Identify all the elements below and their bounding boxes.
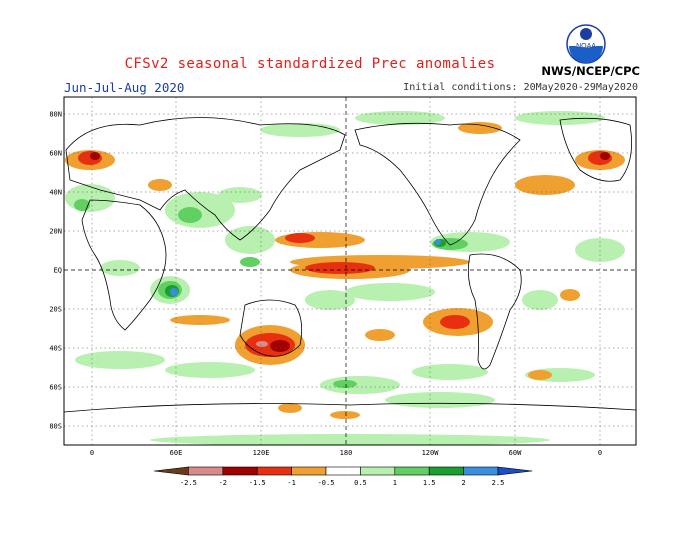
lat-label: 20N — [49, 228, 62, 236]
map-title: CFSv2 seasonal standardized Prec anomali… — [124, 56, 496, 72]
colorbar-swatch — [256, 466, 292, 476]
lon-label: 180 — [340, 449, 353, 457]
anomaly-field — [64, 97, 636, 445]
colorbar-swatch — [153, 466, 189, 476]
colorbar-swatch — [497, 466, 533, 476]
colorbar: -2.5 -2 -1.5 -1 -0.5 0.5 1 1.5 2 2.5 — [153, 466, 533, 487]
noaa-logo: NOAA — [566, 24, 606, 64]
initial-conditions-label: Initial conditions: 20May2020-29May2020 — [403, 82, 638, 93]
lat-label: 60N — [49, 150, 62, 158]
season-label: Jun-Jul-Aug 2020 — [64, 80, 185, 95]
colorbar-label: -2 — [219, 479, 227, 487]
colorbar-label: -1 — [287, 479, 295, 487]
colorbar-label: 1 — [393, 479, 397, 487]
colorbar-label: 2.5 — [492, 479, 505, 487]
lon-label: 60E — [170, 449, 183, 457]
colorbar-swatch — [325, 466, 361, 476]
lat-label: 40S — [49, 345, 62, 353]
lon-label: 120W — [422, 449, 440, 457]
colorbar-label: 2 — [461, 479, 465, 487]
colorbar-label: 0.5 — [354, 479, 367, 487]
map-frame — [63, 96, 637, 446]
colorbar-swatch — [291, 466, 327, 476]
agency-label: NWS/NCEP/CPC — [541, 64, 640, 78]
lat-label: 80N — [49, 111, 62, 119]
colorbar-swatch — [188, 466, 224, 476]
noaa-logo-text: NOAA — [576, 43, 596, 50]
colorbar-label: -0.5 — [318, 479, 335, 487]
lon-label: 0 — [90, 449, 94, 457]
colorbar-swatch — [360, 466, 396, 476]
lat-label: 40N — [49, 189, 62, 197]
lat-label: EQ — [54, 267, 62, 275]
colorbar-swatch — [394, 466, 430, 476]
lon-label: 120E — [253, 449, 270, 457]
colorbar-swatch — [428, 466, 464, 476]
colorbar-swatch — [463, 466, 499, 476]
lat-label: 20S — [49, 306, 62, 314]
lat-label: 60S — [49, 384, 62, 392]
colorbar-swatch — [222, 466, 258, 476]
colorbar-label: -2.5 — [180, 479, 197, 487]
lon-label: 0 — [598, 449, 602, 457]
lon-axis: 0 60E 120E 180 120W 60W 0 — [90, 449, 602, 457]
colorbar-label: -1.5 — [249, 479, 266, 487]
lon-label: 60W — [509, 449, 522, 457]
colorbar-label: 1.5 — [423, 479, 436, 487]
lat-label: 80S — [49, 423, 62, 431]
lat-axis: 80N 60N 40N 20N EQ 20S 40S 60S 80S — [49, 111, 62, 431]
